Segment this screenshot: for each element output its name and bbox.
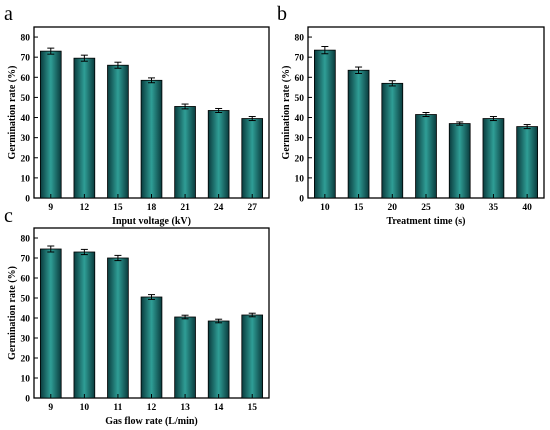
bar (140, 79, 163, 199)
bar (415, 114, 437, 199)
y-tick-label: 50 (295, 94, 305, 104)
bar (347, 69, 370, 199)
bar (207, 320, 230, 399)
bar (516, 126, 538, 199)
chart-panel-a: a 0 10 20 30 40 50 60 70 80 9 12 15 18 21 24 27 Input vol… (4, 3, 270, 227)
x-tick-label: 12 (147, 403, 157, 413)
y-tick-label: 20 (21, 355, 31, 365)
x-tick-label: 10 (80, 403, 90, 413)
x-tick-label: 18 (147, 203, 157, 213)
x-tick-label: 15 (247, 403, 257, 413)
x-axis-label: Input voltage (kV) (112, 216, 191, 227)
bar (107, 64, 129, 199)
y-tick-label: 40 (21, 114, 31, 124)
bar (314, 49, 336, 199)
y-tick-label: 20 (21, 154, 31, 164)
bar (174, 106, 196, 199)
y-tick-label: 70 (21, 54, 31, 64)
bar (241, 118, 264, 199)
y-tick-label: 10 (21, 375, 31, 385)
x-tick-label: 20 (388, 203, 398, 213)
bar (140, 296, 163, 399)
x-tick-label: 10 (320, 203, 330, 213)
x-tick-label: 15 (113, 203, 123, 213)
x-axis-label: Gas flow rate (L/min) (105, 416, 198, 427)
y-axis-label: Germination rate (%) (7, 66, 18, 160)
bar (207, 110, 230, 199)
chart-panel-c: c 0 10 20 30 40 50 60 70 80 9 10 11 12 13 14 15 Gas flow … (4, 205, 270, 427)
y-tick-label: 50 (21, 94, 31, 104)
x-tick-label: 25 (421, 203, 431, 213)
y-tick-label: 40 (21, 315, 31, 325)
bar (73, 57, 96, 199)
x-tick-label: 24 (214, 203, 224, 213)
bar (174, 316, 196, 399)
y-tick-label: 80 (295, 34, 305, 44)
y-tick-label: 60 (21, 74, 31, 84)
x-tick-label: 12 (80, 203, 90, 213)
y-tick-label: 70 (21, 255, 31, 265)
y-tick-label: 30 (21, 335, 31, 345)
x-tick-label: 15 (354, 203, 364, 213)
bar (482, 118, 505, 199)
panel-letter: b (277, 3, 287, 25)
y-tick-label: 0 (25, 195, 30, 205)
y-tick-label: 30 (21, 134, 31, 144)
x-tick-label: 21 (180, 203, 190, 213)
bar (448, 123, 471, 199)
y-tick-label: 80 (21, 34, 31, 44)
x-tick-label: 14 (214, 403, 224, 413)
panel-letter: a (4, 3, 13, 25)
bar (73, 251, 96, 399)
y-tick-label: 40 (295, 114, 305, 124)
bar (107, 257, 129, 399)
x-tick-label: 13 (180, 403, 190, 413)
panel-letter: c (4, 205, 13, 227)
chart-panel-b: b 0 10 20 30 40 50 60 70 80 10 15 20 25 30 35 40 Treatmen… (277, 3, 545, 227)
bar (241, 314, 264, 399)
x-tick-label: 27 (247, 203, 257, 213)
x-tick-label: 9 (48, 403, 53, 413)
y-tick-label: 0 (299, 195, 304, 205)
y-tick-label: 10 (21, 174, 31, 184)
y-tick-label: 10 (295, 174, 305, 184)
y-tick-label: 30 (295, 134, 305, 144)
bar (39, 248, 62, 399)
y-tick-label: 60 (295, 74, 305, 84)
y-tick-label: 80 (21, 235, 31, 245)
bar (381, 82, 404, 199)
bar (39, 50, 62, 199)
x-tick-label: 11 (113, 403, 122, 413)
y-axis-label: Germination rate (%) (281, 66, 292, 160)
y-tick-label: 60 (21, 275, 31, 285)
y-axis-label: Germination rate (%) (7, 266, 18, 360)
y-tick-label: 70 (295, 54, 305, 64)
x-axis-label: Treatment time (s) (386, 216, 465, 227)
y-tick-label: 50 (21, 295, 31, 305)
y-tick-label: 20 (295, 154, 305, 164)
x-tick-label: 30 (455, 203, 465, 213)
x-tick-label: 9 (48, 203, 53, 213)
y-tick-label: 0 (25, 395, 30, 405)
x-tick-label: 35 (489, 203, 499, 213)
x-tick-label: 40 (522, 203, 532, 213)
